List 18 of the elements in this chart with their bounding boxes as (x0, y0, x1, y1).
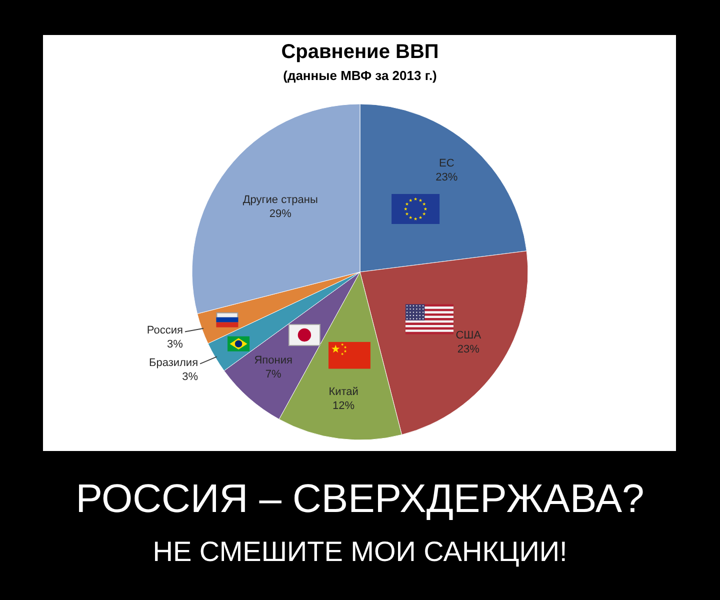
slice-label: ЕС (439, 158, 454, 170)
data-label: 12% (332, 400, 355, 412)
data-label: 29% (269, 208, 292, 220)
chart-subtitle: (данные МВФ за 2013 г.) (283, 68, 437, 83)
data-label: 23% (436, 172, 458, 184)
text: РОССИЯ – СВЕРХДЕРЖАВА? (76, 477, 644, 521)
slice-label: Япония (254, 354, 292, 366)
slice-label: Бразилия (148, 356, 198, 369)
data-label: 3% (182, 370, 198, 383)
data-label: 23% (457, 344, 480, 356)
data-label: 3% (167, 338, 184, 351)
text: НЕ СМЕШИТЕ МОИ САНКЦИИ! (152, 536, 568, 567)
chart-title: Сравнение ВВП (281, 41, 439, 63)
slice-label: Китай (328, 386, 358, 398)
data-label: 7% (265, 368, 282, 380)
slice-label: Россия (146, 324, 183, 337)
slice-label: США (456, 330, 482, 342)
slice-label: Другие страны (242, 194, 318, 206)
